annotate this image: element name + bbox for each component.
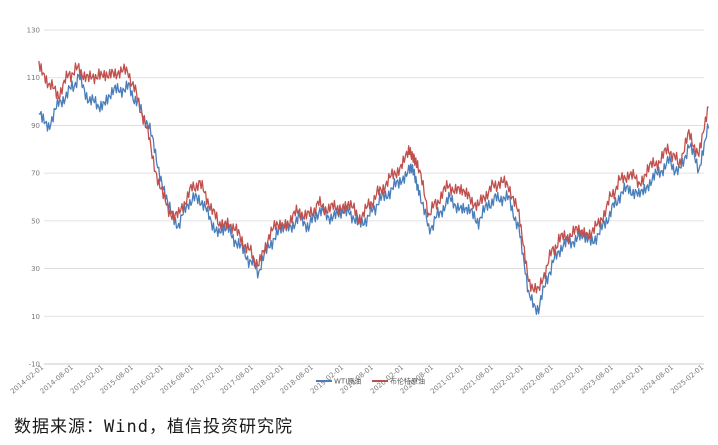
x-tick-label-22: 2025-02-01 [669, 363, 705, 395]
series-line-1 [38, 60, 709, 294]
chart-series-lines [38, 60, 710, 316]
source-note: 数据来源：Wind，植信投资研究院 [14, 417, 293, 437]
y-axis-tick-labels: -10 10 30 50 70 90 110 130 [27, 27, 40, 369]
series-line-0 [38, 73, 710, 316]
y-tick-label-7: 130 [27, 27, 40, 35]
legend-label-1: 布伦特原油 [390, 377, 425, 386]
y-tick-label-0: -10 [29, 361, 40, 369]
y-tick-label-5: 90 [31, 122, 40, 130]
y-tick-label-3: 50 [31, 217, 40, 225]
legend-label-0: WTI原油 [334, 377, 361, 386]
y-tick-label-6: 110 [27, 74, 40, 82]
chart-legend: WTI原油 布伦特原油 [316, 377, 425, 386]
y-tick-label-4: 70 [31, 170, 40, 178]
y-tick-label-1: 10 [31, 313, 40, 321]
y-tick-label-2: 30 [31, 265, 40, 273]
chart-grid [44, 29, 704, 365]
